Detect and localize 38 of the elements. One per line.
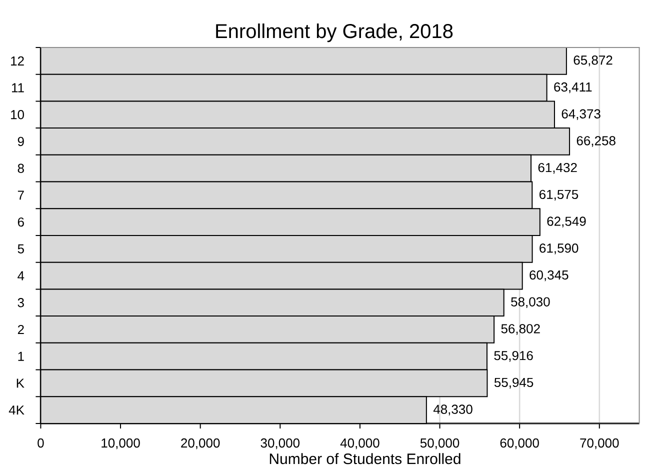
data-label: 62,549 [547, 216, 586, 228]
y-tick-label: 2 [18, 324, 24, 334]
data-label: 55,916 [494, 350, 533, 362]
y-tick-label: K [16, 378, 24, 388]
data-label: 66,258 [576, 136, 616, 147]
y-tick-label: 6 [18, 217, 24, 227]
y-tick-label: 7 [18, 190, 24, 200]
data-label: 55,945 [494, 378, 534, 389]
x-axis-title: Number of Students Enrolled [270, 453, 460, 464]
y-tick-label: 4 [18, 271, 24, 280]
x-tick-label: 10,000 [102, 438, 140, 450]
y-tick-label: 8 [18, 164, 24, 173]
x-tick-label: 60,000 [500, 438, 539, 450]
y-tick-label: 4K [8, 406, 24, 415]
x-tick-label: 70,000 [580, 438, 619, 450]
y-tick-label: 11 [12, 83, 24, 92]
data-label: 56,802 [501, 324, 540, 335]
y-tick-label: 10 [11, 110, 24, 120]
y-tick-label: 5 [18, 244, 24, 254]
data-label: 64,373 [562, 109, 600, 120]
y-tick-label: 1 [18, 352, 24, 361]
x-tick-label: 20,000 [181, 438, 220, 450]
x-tick-label: 30,000 [260, 438, 300, 450]
data-label: 61,575 [540, 190, 578, 201]
data-label: 58,030 [511, 297, 550, 308]
y-tick-label: 9 [18, 136, 24, 146]
x-tick-label: 0 [38, 438, 44, 448]
data-label: 63,411 [554, 82, 592, 94]
y-tick-label: 3 [18, 298, 24, 308]
y-tick-label: 12 [11, 56, 24, 66]
data-label: 61,590 [540, 244, 578, 254]
data-label: 60,345 [530, 270, 568, 282]
data-label: 65,872 [574, 56, 612, 66]
chart-title: Enrollment by Grade, 2018 [216, 23, 453, 42]
data-label: 61,432 [538, 162, 577, 174]
data-label: 48,330 [433, 404, 472, 416]
x-tick-label: 50,000 [420, 438, 460, 450]
x-tick-label: 40,000 [340, 438, 380, 450]
